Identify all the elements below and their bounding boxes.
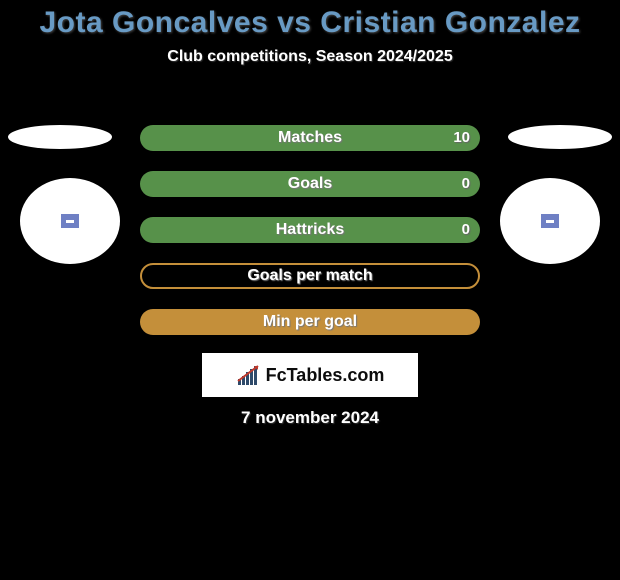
stat-bar-value: 0 (462, 217, 470, 243)
date-line: 7 november 2024 (0, 408, 620, 428)
brand-text: FcTables.com (266, 365, 385, 386)
stat-bar-fill (140, 125, 480, 151)
page-subtitle: Club competitions, Season 2024/2025 (0, 48, 620, 66)
stat-bar-value: 10 (453, 125, 470, 151)
badge-icon (541, 214, 559, 228)
stat-bar-fill (140, 309, 480, 335)
decor-ellipse-left (8, 125, 112, 149)
stat-bar-fill (140, 171, 480, 197)
comparison-infographic: Jota Goncalves vs Cristian Gonzalez Club… (0, 0, 620, 580)
stat-row: Goals0 (140, 171, 480, 197)
stat-row: Matches10 (140, 125, 480, 151)
decor-ellipse-right (508, 125, 612, 149)
stat-row: Hattricks0 (140, 217, 480, 243)
page-title: Jota Goncalves vs Cristian Gonzalez (0, 0, 620, 40)
stat-bars: Matches10 Goals0 Hattricks0 Goals per match… (140, 125, 480, 355)
stat-row: Goals per match (140, 263, 480, 289)
stat-bar-fill (140, 217, 480, 243)
branding-box: FcTables.com (202, 353, 418, 397)
stat-bar-fill (140, 263, 480, 289)
stat-bar-value: 0 (462, 171, 470, 197)
player-badge-right (500, 178, 600, 264)
stat-row: Min per goal (140, 309, 480, 335)
brand-chart-icon (236, 365, 262, 385)
player-badge-left (20, 178, 120, 264)
badge-icon (61, 214, 79, 228)
